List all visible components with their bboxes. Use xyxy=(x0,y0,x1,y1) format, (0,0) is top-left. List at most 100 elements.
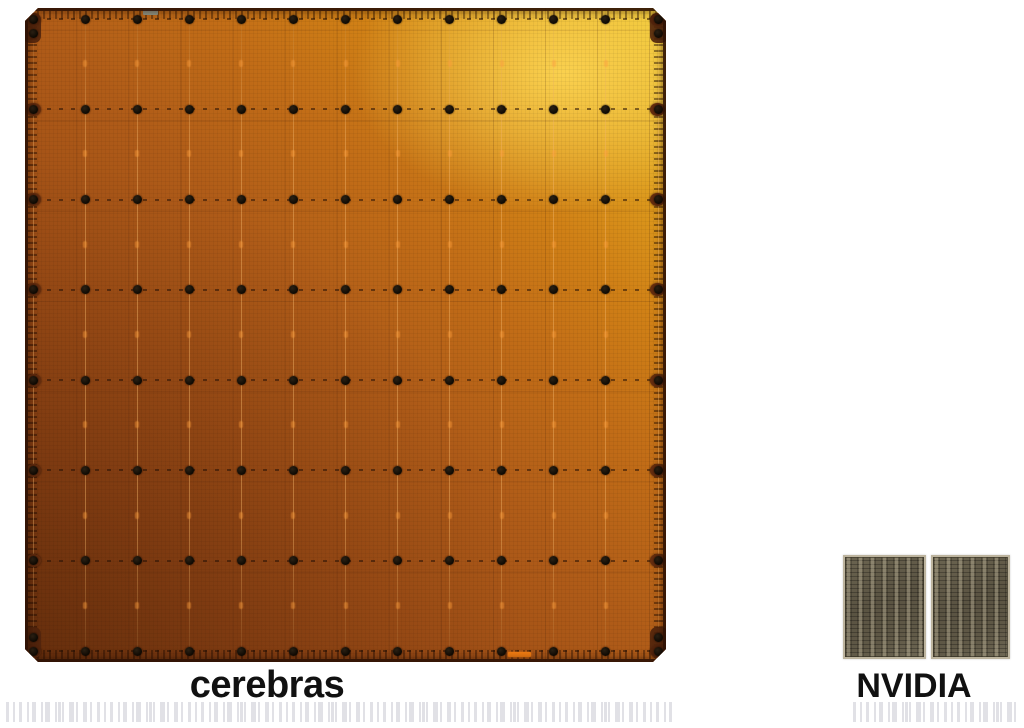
tsv-dot xyxy=(185,556,194,565)
tsv-dot xyxy=(133,376,142,385)
die-id-mark xyxy=(604,421,608,428)
die-id-mark xyxy=(83,331,87,338)
die-column-line xyxy=(241,16,242,654)
tsv-dot xyxy=(497,15,506,24)
die-id-mark xyxy=(187,150,191,157)
nvidia-gpu-die xyxy=(931,555,1010,659)
die-id-mark xyxy=(344,241,348,248)
tsv-dot xyxy=(81,195,90,204)
tsv-dot xyxy=(133,195,142,204)
die-id-mark xyxy=(135,602,139,609)
tsv-dot xyxy=(445,466,454,475)
tsv-dot xyxy=(445,376,454,385)
die-id-mark xyxy=(396,60,400,67)
die-id-mark xyxy=(396,512,400,519)
tsv-dot xyxy=(341,466,350,475)
tsv-dot xyxy=(237,466,246,475)
die-id-mark xyxy=(291,512,295,519)
tsv-dot xyxy=(445,105,454,114)
tsv-dot xyxy=(654,285,663,294)
tsv-dot xyxy=(393,105,402,114)
die-column-line xyxy=(449,16,450,654)
die-id-mark xyxy=(344,602,348,609)
tsv-dot xyxy=(289,15,298,24)
tsv-dot xyxy=(29,195,38,204)
die-id-mark xyxy=(344,421,348,428)
die-id-mark xyxy=(135,150,139,157)
die-id-mark xyxy=(448,421,452,428)
tsv-dot xyxy=(81,285,90,294)
tsv-dot xyxy=(601,556,610,565)
tsv-dot xyxy=(497,105,506,114)
tsv-dot xyxy=(81,105,90,114)
die-id-mark xyxy=(500,150,504,157)
die-id-mark xyxy=(552,60,556,67)
tsv-dot xyxy=(497,466,506,475)
die-id-mark xyxy=(500,241,504,248)
die-id-mark xyxy=(187,241,191,248)
tsv-dot xyxy=(133,285,142,294)
die-id-mark xyxy=(552,331,556,338)
tsv-dot xyxy=(393,647,402,656)
die-id-mark xyxy=(448,512,452,519)
die-column-line xyxy=(293,16,294,654)
die-id-mark xyxy=(604,60,608,67)
tsv-dot xyxy=(497,556,506,565)
die-id-mark xyxy=(83,241,87,248)
tsv-dot xyxy=(654,105,663,114)
die-id-mark xyxy=(448,150,452,157)
die-id-mark xyxy=(552,602,556,609)
die-column-line xyxy=(553,16,554,654)
die-id-mark xyxy=(396,331,400,338)
cerebras-wafer xyxy=(25,8,666,662)
tsv-dot xyxy=(29,105,38,114)
die-id-mark xyxy=(344,60,348,67)
tsv-dot xyxy=(237,285,246,294)
die-id-mark xyxy=(552,150,556,157)
die-column-line xyxy=(605,16,606,654)
die-id-mark xyxy=(291,331,295,338)
tsv-dot xyxy=(29,376,38,385)
tsv-dot xyxy=(654,647,663,656)
tsv-dot xyxy=(549,105,558,114)
die-id-mark xyxy=(604,331,608,338)
tsv-dot xyxy=(393,195,402,204)
die-id-mark xyxy=(552,512,556,519)
die-id-mark xyxy=(291,60,295,67)
die-id-mark xyxy=(448,241,452,248)
tsv-dot xyxy=(185,105,194,114)
tsv-dot xyxy=(29,647,38,656)
die-id-mark xyxy=(187,421,191,428)
die-id-mark xyxy=(291,421,295,428)
tsv-dot xyxy=(654,633,663,642)
tsv-dot xyxy=(549,647,558,656)
die-id-mark xyxy=(135,421,139,428)
tsv-dot xyxy=(133,466,142,475)
tsv-dot xyxy=(445,556,454,565)
die-id-mark xyxy=(239,150,243,157)
tsv-dot xyxy=(341,647,350,656)
tsv-dot xyxy=(601,105,610,114)
die-id-mark xyxy=(396,241,400,248)
die-column-line xyxy=(85,16,86,654)
tsv-dot xyxy=(29,633,38,642)
die-id-mark xyxy=(135,241,139,248)
tsv-dot xyxy=(81,647,90,656)
wafer-fiducial-mark-bottom xyxy=(508,652,531,657)
die-id-mark xyxy=(396,150,400,157)
tsv-dot xyxy=(289,647,298,656)
die-id-mark xyxy=(344,331,348,338)
tsv-dot xyxy=(549,195,558,204)
tsv-dot xyxy=(654,195,663,204)
tsv-dot xyxy=(29,556,38,565)
tsv-dot xyxy=(445,285,454,294)
tsv-dot xyxy=(29,15,38,24)
die-id-mark xyxy=(239,602,243,609)
tsv-dot xyxy=(654,376,663,385)
film-tick-strip-right xyxy=(853,702,1021,722)
tsv-dot xyxy=(237,15,246,24)
tsv-dot xyxy=(393,285,402,294)
tsv-dot xyxy=(289,195,298,204)
tsv-dot xyxy=(497,647,506,656)
tsv-dot xyxy=(341,556,350,565)
